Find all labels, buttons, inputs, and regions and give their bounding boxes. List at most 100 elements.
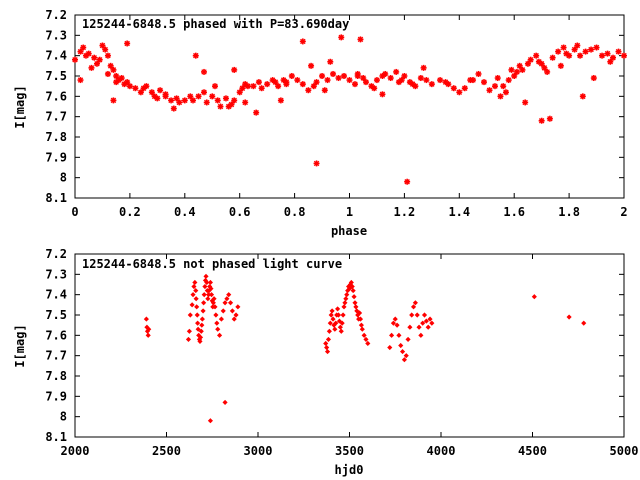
unphased-data-point <box>333 320 339 326</box>
unphased-data-point <box>531 294 537 300</box>
phased-data-point <box>77 77 84 84</box>
unphased-data-point <box>332 326 338 332</box>
unphased-data-point <box>387 344 393 351</box>
phased-data-point <box>557 62 564 69</box>
phased-y-tick-label: 8.1 <box>45 191 67 205</box>
unphased-data-point <box>410 304 417 310</box>
phased-data-point <box>214 97 221 104</box>
phased-data-point <box>519 66 526 73</box>
phased-data-point <box>113 79 120 86</box>
phased-data-point <box>437 77 444 84</box>
phased-x-tick-label: 1.6 <box>503 205 525 219</box>
phased-data-point <box>217 103 224 110</box>
unphased-data-point <box>330 316 336 322</box>
phased-data-point <box>461 85 468 92</box>
phased-data-point <box>222 95 229 102</box>
phased-data-point <box>379 91 386 98</box>
phased-data-point <box>176 99 183 106</box>
phased-data-point <box>110 66 117 73</box>
phased-data-point <box>258 85 265 92</box>
phased-data-point <box>382 70 389 77</box>
phased-data-point <box>104 52 111 59</box>
phased-x-tick-label: 1.8 <box>558 205 580 219</box>
phased-x-tick-label: 0.6 <box>229 205 251 219</box>
phased-data-point <box>96 56 103 63</box>
phased-y-axis-label: I[mag] <box>13 85 27 128</box>
unphased-data-point <box>205 296 211 302</box>
phased-data-point <box>242 99 249 106</box>
phased-data-point <box>140 85 147 92</box>
unphased-chart-title: 125244-6848.5 not phased light curve <box>82 257 342 271</box>
unphased-data-point <box>220 308 226 314</box>
phased-data-point <box>420 64 427 71</box>
unphased-data-point <box>324 349 331 355</box>
phased-data-point <box>299 38 306 45</box>
phased-data-point <box>236 89 243 96</box>
unphased-x-axis-label: hjd0 <box>335 463 364 477</box>
phased-data-point <box>173 95 180 102</box>
phased-data-point <box>192 52 199 59</box>
phased-y-tick-label: 7.4 <box>45 49 67 63</box>
phased-x-tick-label: 0 <box>71 205 78 219</box>
unphased-data-point <box>407 324 413 330</box>
unphased-data-point <box>416 324 422 330</box>
unphased-y-tick-label: 7.3 <box>45 267 67 281</box>
phased-y-tick-label: 7.2 <box>45 8 67 22</box>
phased-data-point <box>157 87 164 94</box>
unphased-data-point <box>199 322 205 328</box>
unphased-data-point <box>207 279 213 286</box>
phased-y-tick-label: 7.8 <box>45 130 67 144</box>
phased-chart-title: 125244-6848.5 phased with P=83.690day <box>82 17 349 31</box>
unphased-data-point <box>341 304 347 310</box>
unphased-data-point <box>343 296 349 302</box>
unphased-data-point <box>344 292 350 298</box>
unphased-y-ticks: 7.2 7.3 7.4 7.5 7.6 7.7 7.8 7.9 8 8.1 <box>45 247 624 444</box>
phased-data-point <box>310 83 317 90</box>
unphased-data-point <box>396 332 402 338</box>
unphased-data-point <box>414 312 420 318</box>
phased-data-point <box>272 79 279 86</box>
phased-data-point <box>538 117 545 124</box>
phased-plot-frame <box>74 14 625 199</box>
unphased-data-point <box>418 332 424 338</box>
phased-data-point <box>577 52 584 59</box>
unphased-data-point <box>227 300 234 306</box>
unphased-data-point <box>198 328 204 334</box>
unphased-data-point <box>200 308 206 314</box>
phased-data-point <box>85 50 92 57</box>
phased-data-point <box>253 109 260 116</box>
phased-data-point <box>560 44 567 51</box>
phased-light-curve-chart: 0 0.2 0.4 0.6 0.8 1 1.2 1.4 1.6 1.8 2 7.2 7.3 7.4 7.5… <box>13 8 628 238</box>
unphased-data-point <box>222 300 228 306</box>
phased-y-tick-label: 7.5 <box>45 69 67 83</box>
phased-y-tick-label: 7.9 <box>45 150 67 164</box>
unphased-data-point <box>581 320 587 326</box>
phased-data-point <box>201 68 208 75</box>
unphased-data-point <box>336 318 343 324</box>
unphased-data-point <box>204 279 210 286</box>
phased-x-tick-label: 1 <box>346 205 353 219</box>
unphased-data-point <box>224 296 230 302</box>
unphased-plot-frame <box>74 253 625 438</box>
unphased-data-point <box>412 300 418 306</box>
phased-data-point <box>195 93 202 100</box>
phased-data-point <box>428 81 435 88</box>
phased-data-point <box>527 56 534 63</box>
phased-data-point <box>486 87 493 94</box>
phased-data-point <box>244 83 251 90</box>
unphased-data-point <box>145 332 151 338</box>
phased-data-point <box>491 83 498 90</box>
phased-data-point <box>546 115 553 122</box>
unphased-data-point <box>359 326 365 332</box>
unphased-data-point <box>354 308 360 314</box>
unphased-x-tick-label: 2500 <box>152 444 181 458</box>
unphased-data-point <box>405 336 411 342</box>
phased-data-point <box>211 83 218 90</box>
unphased-x-ticks: 2000 2500 3000 3500 4000 4500 5000 <box>61 254 638 458</box>
phased-data-point <box>387 75 394 82</box>
unphased-data-point <box>212 304 218 310</box>
phased-data-point <box>341 73 348 79</box>
phased-data-point <box>522 99 529 106</box>
unphased-x-tick-label: 3500 <box>335 444 364 458</box>
phased-data-point <box>99 42 106 49</box>
